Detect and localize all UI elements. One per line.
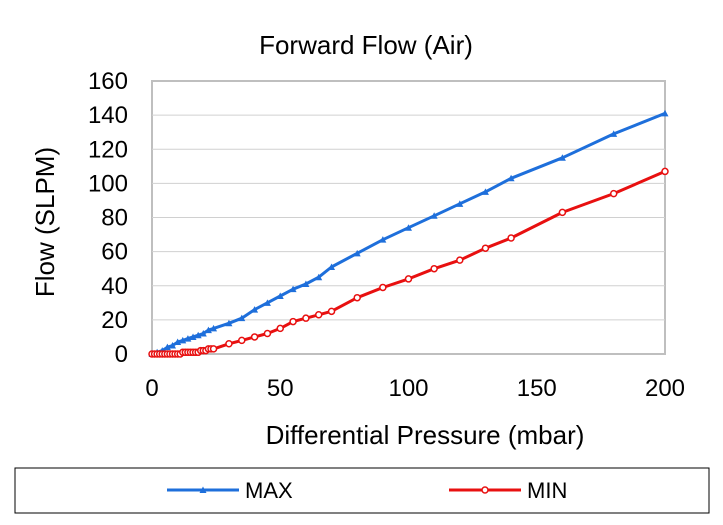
legend-box (14, 467, 710, 514)
y-axis-title: Flow (SLPM) (30, 147, 60, 297)
data-point-max (315, 273, 323, 281)
series-min (148, 167, 669, 358)
data-point-min (379, 283, 387, 292)
x-tick-label: 200 (645, 375, 685, 402)
data-point-min (456, 256, 464, 264)
plot-area: 0 20 40 60 80 100 120 140 160 0 50 100 150 200 (88, 68, 685, 402)
data-point-max (661, 109, 669, 117)
data-point-max (179, 336, 187, 344)
data-point-max (174, 338, 182, 346)
data-point-min (609, 189, 618, 198)
data-point-min (238, 336, 246, 345)
data-point-min (289, 317, 297, 326)
y-tick-label: 100 (88, 170, 128, 197)
x-axis-title: Differential Pressure (mbar) (266, 420, 585, 450)
data-point-max (189, 333, 197, 340)
data-point-max (225, 319, 233, 327)
data-point-max (405, 224, 412, 231)
legend-entry-min: MIN (449, 478, 567, 503)
y-tick-label: 20 (101, 307, 128, 334)
data-point-min (263, 329, 272, 338)
data-point-max (184, 335, 192, 342)
data-point-max (276, 292, 284, 299)
data-point-max (353, 249, 361, 257)
data-point-max (289, 285, 297, 293)
data-point-max (251, 306, 259, 313)
y-tick-label: 0 (115, 341, 128, 368)
data-point-max (302, 280, 310, 288)
data-point-max (204, 326, 212, 334)
data-point-max (328, 263, 336, 270)
legend-marker-max (199, 486, 207, 493)
y-tick-label: 80 (101, 205, 128, 232)
data-point-min (353, 293, 361, 302)
data-point-min (327, 307, 336, 316)
x-tick-label: 0 (145, 375, 158, 402)
series-line-min (152, 170, 666, 356)
data-point-max (210, 324, 218, 332)
legend-marker-min (481, 486, 489, 494)
y-tick-label: 160 (88, 68, 128, 95)
y-tick-label: 120 (88, 136, 128, 163)
data-point-max (194, 331, 202, 339)
data-point-max (169, 341, 177, 349)
data-point-max (558, 154, 566, 161)
data-point-max (610, 130, 618, 137)
data-point-max (456, 200, 464, 207)
y-tick-label: 60 (101, 239, 128, 266)
data-point-max (199, 330, 207, 337)
data-point-max (481, 188, 489, 195)
data-point-min (250, 333, 259, 341)
data-point-min (558, 208, 567, 217)
legend: MAX MIN (167, 478, 567, 503)
data-point-min (661, 167, 669, 176)
legend-label-max: MAX (245, 478, 293, 503)
data-point-max (238, 314, 246, 322)
data-point-max (263, 299, 271, 306)
x-tick-label: 100 (388, 375, 428, 402)
data-point-min (276, 324, 284, 333)
data-point-max (379, 236, 387, 243)
data-point-min (507, 234, 515, 242)
x-tick-label: 150 (517, 375, 557, 402)
data-point-min (314, 311, 323, 319)
data-point-min (481, 244, 490, 252)
data-point-min (209, 345, 218, 353)
legend-entry-max: MAX (167, 478, 293, 503)
legend-label-min: MIN (527, 478, 567, 503)
x-tick-label: 50 (267, 375, 294, 402)
data-point-max (430, 212, 438, 219)
data-point-max (163, 343, 171, 351)
data-point-min (430, 264, 438, 273)
chart-title: Forward Flow (Air) (259, 30, 473, 60)
y-tick-label: 40 (101, 273, 128, 300)
data-point-min (404, 275, 413, 283)
data-point-max (507, 174, 515, 182)
data-point-min (225, 340, 233, 348)
data-point-min (302, 314, 310, 322)
y-tick-label: 140 (88, 102, 128, 129)
